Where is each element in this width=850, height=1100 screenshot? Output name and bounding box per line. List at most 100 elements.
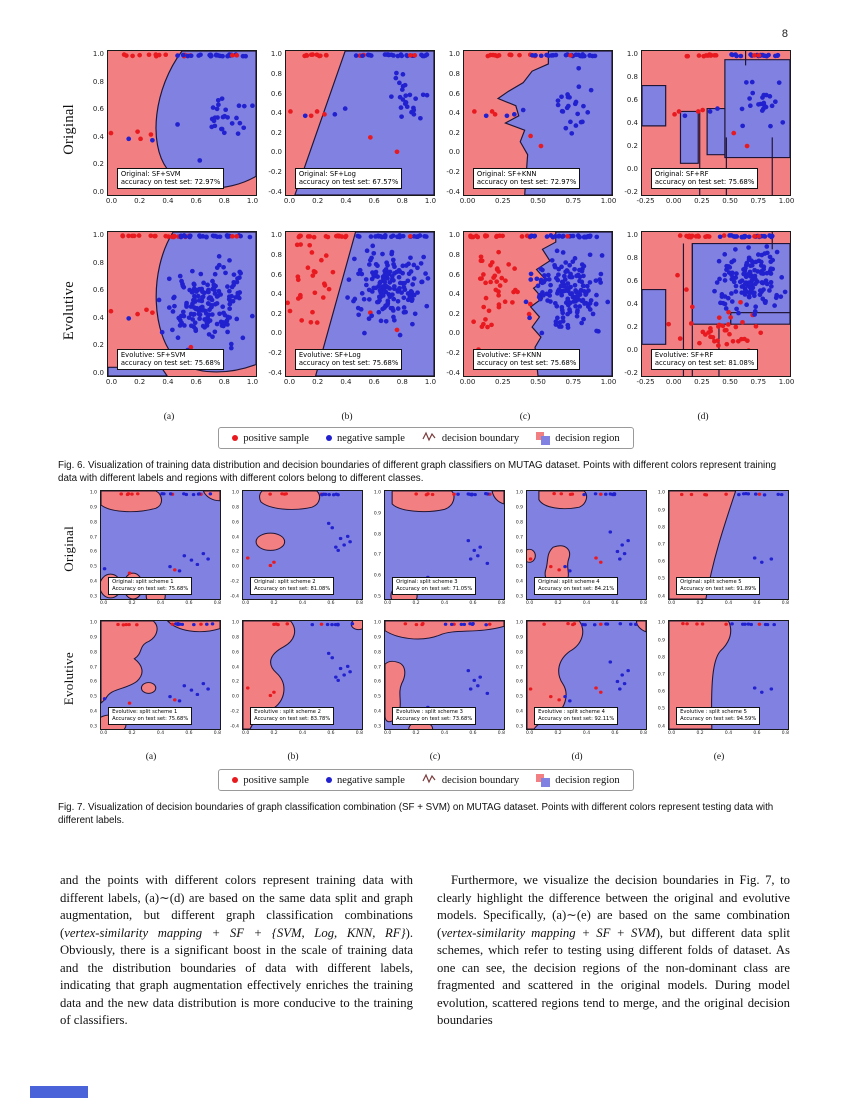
legend-item-decision-region: decision region xyxy=(536,773,620,787)
fig6-panel-6: 1.0 0.8 0.6 0.4 0.2 0.0 -0.2 -0.4 Evolutive: SF+… xyxy=(258,231,437,390)
negative-sample-icon xyxy=(325,435,332,441)
x-axis-ticks: 0.0 0.2 0.4 0.6 0.8 xyxy=(668,731,789,736)
y-axis-ticks: 1.0 0.8 0.6 0.4 0.2 0.0 -0.2 xyxy=(624,50,638,196)
panel-accuracy: Accuracy on test set: 92.11% xyxy=(538,715,615,722)
x-axis-ticks: 0.0 0.2 0.4 0.6 0.8 xyxy=(100,601,221,606)
fig7-panel-label-box: Original: split scheme 5 Accuracy on test… xyxy=(676,577,761,595)
fig7-panel-9: 1.0 0.9 0.8 0.7 0.6 0.5 0.4 0.3 Evolutive : spli… xyxy=(506,620,647,738)
y-axis-ticks: 1.0 0.8 0.6 0.4 0.2 0.0 -0.2 -0.4 xyxy=(230,490,239,600)
decision-region-icon xyxy=(536,773,551,787)
panel-title: Original: split scheme 3 xyxy=(396,579,458,586)
x-axis-ticks: -0.25 0.00 0.25 0.50 0.75 1.00 xyxy=(636,197,795,205)
y-axis-ticks: 1.0 0.9 0.8 0.7 0.6 0.5 xyxy=(373,490,381,600)
panel-accuracy: accuracy on test set: 67.57% xyxy=(298,178,399,187)
fig7-panel-1: 1.0 0.9 0.8 0.7 0.6 0.5 0.4 0.3 Original: split … xyxy=(80,490,221,608)
panel-accuracy: Accuracy on test set: 75.68% xyxy=(112,585,189,592)
x-axis-ticks: 0.0 0.2 0.4 0.6 0.8 1.0 xyxy=(283,378,437,386)
x-axis-ticks: 0.0 0.2 0.4 0.6 0.8 xyxy=(384,731,505,736)
panel-title: Evolutive: split scheme 1 xyxy=(112,709,178,716)
x-axis-ticks: 0.0 0.2 0.4 0.6 0.8 xyxy=(526,731,647,736)
fig7-plot-10: Evolutive : split scheme 5 Accuracy on te… xyxy=(668,620,789,730)
legend-label: decision region xyxy=(555,774,620,786)
legend-item-positive-sample: positive sample xyxy=(232,775,309,786)
figure-sub-label: (a) xyxy=(163,412,175,422)
fig7-panel-10: 1.0 0.9 0.8 0.7 0.6 0.5 0.4 Evolutive : split s… xyxy=(648,620,789,738)
x-axis-ticks: 0.0 0.2 0.4 0.6 0.8 xyxy=(384,601,505,606)
panel-accuracy: Accuracy on test set: 81.08% xyxy=(254,585,331,592)
panel-title: Evolutive : split scheme 5 xyxy=(680,709,747,716)
panel-title: Original: split scheme 1 xyxy=(112,579,174,586)
fig7-plot-1: Original: split scheme 1 Accuracy on test… xyxy=(100,490,221,600)
fig6-legend: positive sample negative sample decision b… xyxy=(58,427,794,449)
fig7-row-label-original: Original xyxy=(61,526,76,572)
y-axis-ticks: 1.0 0.8 0.6 0.4 0.2 0.0 -0.2 -0.4 xyxy=(230,620,239,730)
fig6-panel-4: 1.0 0.8 0.6 0.4 0.2 0.0 -0.2 Original: SF+RF acc… xyxy=(614,50,795,209)
fig7-plot-9: Evolutive : split scheme 4 Accuracy on te… xyxy=(526,620,647,730)
legend-item-negative-sample: negative sample xyxy=(325,433,405,444)
footer-link-highlight xyxy=(30,1086,88,1098)
panel-accuracy: Accuracy on test set: 71.05% xyxy=(396,585,473,592)
fig6-panel-label-box: Evolutive: SF+SVM accuracy on test set: 7… xyxy=(116,348,225,371)
panel-title: Evolutive: SF+SVM xyxy=(120,350,186,359)
fig6-plot-2: Original: SF+Log accuracy on test set: 67… xyxy=(285,50,435,196)
fig6-panel-8: 1.0 0.8 0.6 0.4 0.2 0.0 -0.2 Evolutive: SF+RF ac… xyxy=(614,231,794,390)
legend-box: positive sample negative sample decision b… xyxy=(218,427,634,449)
fig7-panel-label-box: Evolutive : split scheme 3 Accuracy on te… xyxy=(392,707,477,725)
fig7-panel-3: 1.0 0.9 0.8 0.7 0.6 0.5 Original: split scheme… xyxy=(364,490,505,608)
x-axis-ticks: 0.0 0.2 0.4 0.6 0.8 xyxy=(100,731,221,736)
x-axis-ticks: 0.0 0.2 0.4 0.6 0.8 1.0 xyxy=(105,378,259,386)
fig6-panel-7: 1.0 0.8 0.6 0.4 0.2 0.0 -0.2 -0.4 Evolutive: SF+… xyxy=(436,231,616,390)
figure-sub-label: (a) xyxy=(145,752,157,762)
fig6-panel-label-box: Evolutive: SF+KNN accuracy on test set: 7… xyxy=(472,348,581,371)
legend-label: decision boundary xyxy=(441,432,520,444)
y-axis-ticks: 1.0 0.9 0.8 0.7 0.6 0.5 0.4 0.3 xyxy=(89,620,97,730)
y-axis-ticks: 1.0 0.9 0.8 0.7 0.6 0.5 0.4 0.3 xyxy=(515,490,523,600)
fig7-panel-7: 1.0 0.8 0.6 0.4 0.2 0.0 -0.2 -0.4 Evolutive : sp… xyxy=(222,620,363,738)
figure-sub-label: (b) xyxy=(341,412,353,422)
fig7-panel-2: 1.0 0.8 0.6 0.4 0.2 0.0 -0.2 -0.4 Original: spli… xyxy=(222,490,363,608)
fig7-panel-label-box: Evolutive : split scheme 4 Accuracy on te… xyxy=(534,707,619,725)
fig7-plot-2: Original: split scheme 2 Accuracy on test… xyxy=(242,490,363,600)
figure-6-grid: Original 1.0 0.8 0.6 0.4 0.2 0.0 Original: SF+S… xyxy=(58,50,794,449)
fig7-plot-7: Evolutive : split scheme 2 Accuracy on te… xyxy=(242,620,363,730)
fig7-plot-8: Evolutive : split scheme 3 Accuracy on te… xyxy=(384,620,505,730)
body-text-segment: ). Obviously, there is a significant boo… xyxy=(60,925,413,1028)
x-axis-ticks: 0.0 0.2 0.4 0.6 0.8 1.0 xyxy=(105,197,259,205)
panel-accuracy: accuracy on test set: 75.68% xyxy=(654,178,755,187)
panel-title: Evolutive : split scheme 2 xyxy=(254,709,321,716)
fig7-plot-6: Evolutive: split scheme 1 Accuracy on tes… xyxy=(100,620,221,730)
figure-7-grid: Original 1.0 0.9 0.8 0.7 0.6 0.5 0.4 0.3 Original… xyxy=(58,490,794,791)
fig6-panel-label-box: Original: SF+Log accuracy on test set: 67… xyxy=(294,167,403,190)
legend-item-decision-region: decision region xyxy=(536,431,620,445)
figure-7-caption: Fig. 7. Visualization of decision bounda… xyxy=(58,802,774,827)
fig6-panel-label-box: Evolutive: SF+Log accuracy on test set: 7… xyxy=(294,348,403,371)
decision-boundary-icon xyxy=(422,431,437,445)
fig7-panel-label-box: Original: split scheme 2 Accuracy on test… xyxy=(250,577,335,595)
fig7-plot-4: Original: split scheme 4 Accuracy on test… xyxy=(526,490,647,600)
fig7-panel-label-box: Evolutive: split scheme 1 Accuracy on tes… xyxy=(108,707,193,725)
panel-title: Original: split scheme 2 xyxy=(254,579,316,586)
y-axis-ticks: 1.0 0.9 0.8 0.7 0.6 0.5 0.4 0.3 xyxy=(89,490,97,600)
fig6-sub-labels: (a) (b) (c) (d) xyxy=(80,412,794,422)
body-text-segment: Furthermore, we visualize the decision b… xyxy=(437,873,790,940)
legend-item-decision-boundary: decision boundary xyxy=(422,431,519,445)
fig6-row-label-evolutive: Evolutive xyxy=(60,280,77,341)
legend-label: positive sample xyxy=(243,432,309,444)
panel-title: Original: SF+KNN xyxy=(476,169,537,178)
fig7-plot-5: Original: split scheme 5 Accuracy on test… xyxy=(668,490,789,600)
fig7-row-original: Original 1.0 0.9 0.8 0.7 0.6 0.5 0.4 0.3 Original… xyxy=(58,490,794,608)
panel-accuracy: Accuracy on test set: 84.21% xyxy=(538,585,615,592)
body-text-segment: ), but different data split schemes, whi… xyxy=(437,925,791,1028)
y-axis-ticks: 1.0 0.8 0.6 0.4 0.2 0.0 xyxy=(92,231,104,377)
fig7-panel-5: 1.0 0.9 0.8 0.7 0.6 0.5 0.4 Original: split sch… xyxy=(648,490,789,608)
panel-title: Evolutive : split scheme 3 xyxy=(396,709,463,716)
fig7-panel-4: 1.0 0.9 0.8 0.7 0.6 0.5 0.4 0.3 Original: split … xyxy=(506,490,647,608)
legend-box: positive sample negative sample decision b… xyxy=(218,769,634,791)
x-axis-ticks: 0.0 0.2 0.4 0.6 0.8 xyxy=(242,731,363,736)
decision-region-icon xyxy=(536,431,551,445)
fig6-plot-6: Evolutive: SF+Log accuracy on test set: 7… xyxy=(285,231,435,377)
x-axis-ticks: 0.0 0.2 0.4 0.6 0.8 1.0 xyxy=(283,197,437,205)
fig7-panel-label-box: Original: split scheme 3 Accuracy on test… xyxy=(392,577,477,595)
panel-title: Original: split scheme 5 xyxy=(680,579,742,586)
legend-item-decision-boundary: decision boundary xyxy=(422,773,519,787)
